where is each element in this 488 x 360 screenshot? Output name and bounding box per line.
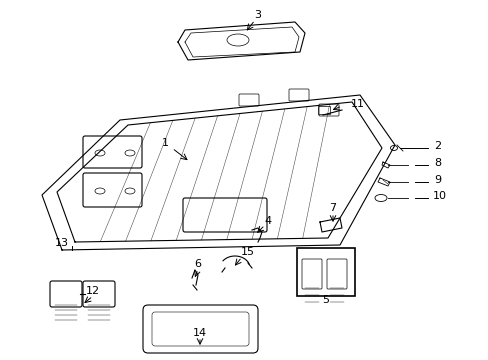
Text: 10: 10 [432,191,446,201]
Bar [296,248,354,296]
Text: 1: 1 [161,138,168,148]
Text: 14: 14 [193,328,206,338]
Text: 2: 2 [433,141,441,151]
Text: 11: 11 [350,99,364,109]
Text: 6: 6 [194,259,201,269]
Text: 8: 8 [433,158,441,168]
Bar [317,106,329,114]
Text: 5: 5 [322,295,329,305]
Text: 15: 15 [241,247,254,257]
Text: 4: 4 [264,216,271,226]
Text: 12: 12 [86,286,100,296]
Text: 9: 9 [433,175,441,185]
Text: 3: 3 [254,10,261,20]
Text: 13: 13 [55,238,69,248]
Text: 7: 7 [329,203,336,213]
